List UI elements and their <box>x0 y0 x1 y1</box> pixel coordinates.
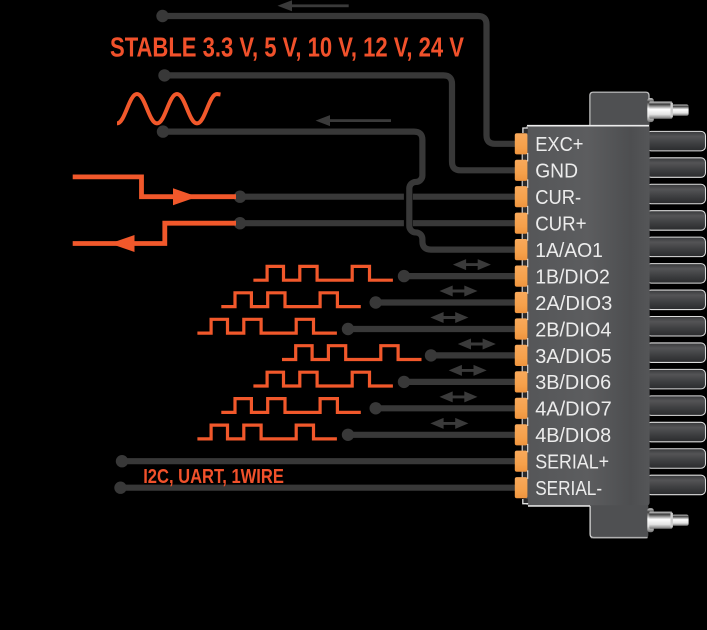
svg-text:2B/DIO4: 2B/DIO4 <box>535 319 611 341</box>
svg-text:2A/DIO3: 2A/DIO3 <box>535 293 612 315</box>
svg-text:1A/AO1: 1A/AO1 <box>535 240 603 262</box>
svg-text:EXC+: EXC+ <box>535 134 583 156</box>
svg-text:3A/DIO5: 3A/DIO5 <box>535 346 612 368</box>
svg-text:4A/DIO7: 4A/DIO7 <box>535 399 612 421</box>
svg-text:STABLE 3.3 V, 5 V, 10 V, 12 V,: STABLE 3.3 V, 5 V, 10 V, 12 V, 24 V <box>110 32 464 63</box>
svg-text:GND: GND <box>535 161 578 183</box>
svg-text:3B/DIO6: 3B/DIO6 <box>535 372 611 394</box>
svg-text:CUR-: CUR- <box>535 187 581 209</box>
svg-text:1B/DIO2: 1B/DIO2 <box>535 266 610 288</box>
svg-text:SERIAL+: SERIAL+ <box>535 452 609 474</box>
svg-text:4B/DIO8: 4B/DIO8 <box>535 425 611 447</box>
svg-text:CUR+: CUR+ <box>535 214 586 236</box>
svg-text:SERIAL-: SERIAL- <box>535 478 602 500</box>
svg-text:I2C, UART, 1WIRE: I2C, UART, 1WIRE <box>143 466 284 488</box>
